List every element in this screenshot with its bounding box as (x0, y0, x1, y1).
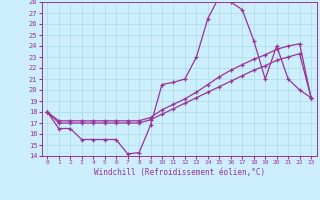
X-axis label: Windchill (Refroidissement éolien,°C): Windchill (Refroidissement éolien,°C) (94, 168, 265, 177)
